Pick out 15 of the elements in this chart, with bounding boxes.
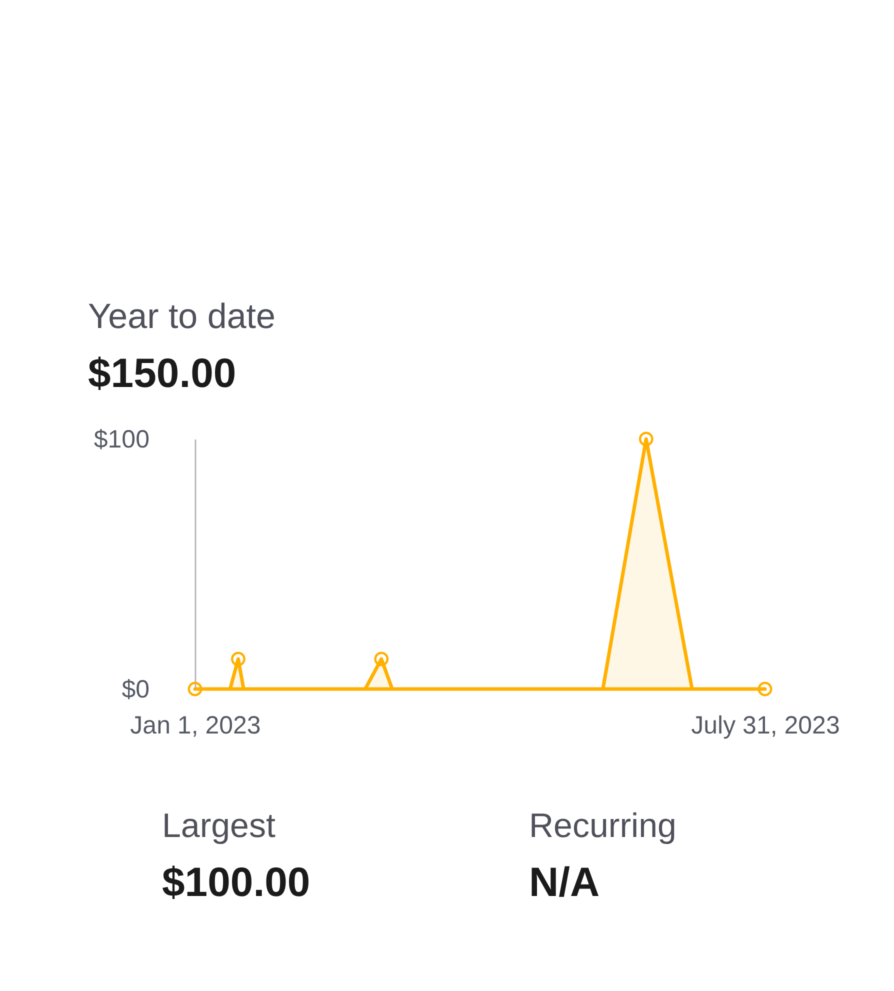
point <box>374 652 389 666</box>
point <box>758 682 772 696</box>
point <box>231 652 246 666</box>
text: $100.00 <box>162 859 310 905</box>
text: Largest <box>162 807 276 845</box>
chart-title: Year to date <box>88 297 276 336</box>
text: N/A <box>529 859 600 905</box>
y-tick-label: $100 <box>94 426 150 454</box>
chart-subtitle: $150.00 <box>88 350 236 396</box>
point <box>188 682 202 696</box>
text: Recurring <box>529 807 676 845</box>
y-tick-label: $0 <box>122 676 150 704</box>
x-tick-label: Jan 1, 2023 <box>130 712 261 740</box>
point <box>638 432 654 446</box>
x-tick-label: July 31, 2023 <box>691 712 840 740</box>
